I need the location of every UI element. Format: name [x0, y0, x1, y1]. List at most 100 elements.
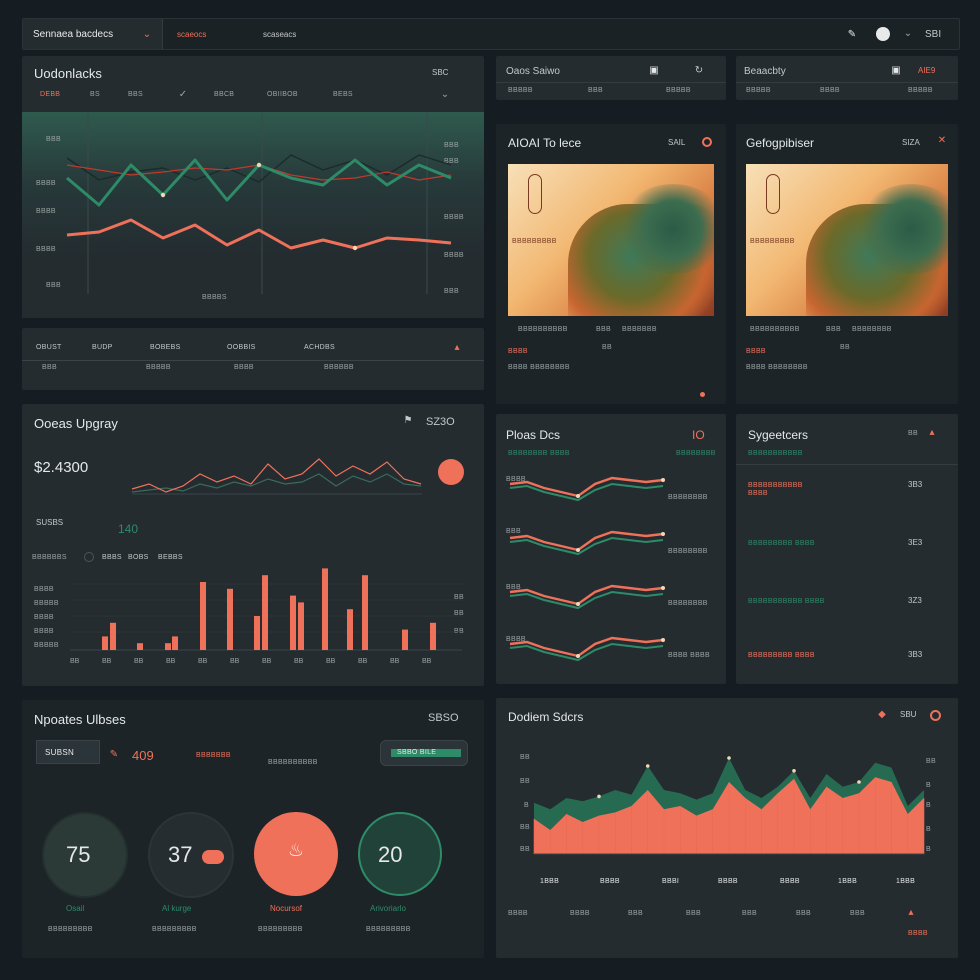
- close-icon[interactable]: ✕: [937, 134, 947, 146]
- tab-item[interactable]: BEBS: [333, 91, 353, 98]
- bar: [227, 588, 233, 650]
- save-icon[interactable]: ▣: [649, 64, 659, 76]
- footer-item: BBBB: [908, 930, 928, 937]
- pen-icon[interactable]: ✎: [847, 28, 857, 40]
- card-col: BBB: [588, 87, 603, 94]
- tab-item[interactable]: OBIIBOB: [267, 91, 298, 98]
- series-line-coral: [66, 218, 452, 250]
- gauge-4[interactable]: 20: [358, 812, 442, 896]
- gauge-label: Nocursof: [270, 904, 303, 913]
- alert-icon[interactable]: ▴: [929, 426, 935, 438]
- filter-item[interactable]: BOBS: [128, 554, 149, 561]
- footer-item: BBBB: [570, 910, 590, 917]
- data-point: [661, 586, 665, 590]
- y-tick: BBB: [46, 282, 61, 289]
- right-tick: BBBB: [444, 214, 464, 221]
- footer-item: BBBB: [508, 910, 528, 917]
- x-tick: BB: [70, 658, 80, 665]
- chevron-down-icon[interactable]: ⌄: [903, 27, 913, 39]
- small-card-1: Oaos Saiwo ▣ ↻ BBBBB BBB BBBBB: [496, 56, 726, 100]
- card-value: SIZA: [902, 138, 920, 147]
- x-tick: BB: [134, 658, 144, 665]
- card-title: Beaacbty: [744, 66, 786, 77]
- sort-icon[interactable]: ▴: [908, 906, 914, 918]
- subtitle: BBBBBBBBBBB: [748, 450, 803, 457]
- tab-item[interactable]: BS: [90, 91, 100, 98]
- x-tick: 1BBB: [540, 878, 560, 885]
- bell-icon[interactable]: ◆: [878, 708, 886, 720]
- status-dot-icon: [702, 137, 712, 147]
- filter-pill[interactable]: SUBSN: [36, 740, 100, 764]
- y-tick: BBBB: [36, 208, 56, 215]
- right-tick: BBB: [444, 142, 459, 149]
- refresh-icon[interactable]: ↻: [694, 64, 704, 76]
- tab-item[interactable]: DEBB: [40, 91, 61, 98]
- big-value: $2.4300: [34, 459, 89, 476]
- flow-line-coral: [509, 584, 664, 606]
- action-button[interactable]: SBBO BILE: [380, 740, 468, 766]
- bar: [322, 568, 328, 650]
- sub-value: 140: [118, 522, 139, 536]
- tab-item[interactable]: BBS: [128, 91, 143, 98]
- bar: [200, 582, 206, 650]
- workspace-dropdown[interactable]: Sennaea bacdecs ⌄: [23, 19, 163, 49]
- record-button[interactable]: [438, 459, 464, 485]
- gauge-2[interactable]: 37: [148, 812, 234, 898]
- filter-radio[interactable]: [84, 552, 94, 562]
- user-label[interactable]: SBI: [925, 29, 942, 40]
- x-tick: BB: [166, 658, 176, 665]
- card-title: AIOAI To lece: [508, 136, 582, 150]
- legend-right: BBBBBBBB: [676, 450, 716, 457]
- filter-item[interactable]: BBBBBBS: [32, 554, 67, 561]
- tab-item[interactable]: BBCB: [214, 91, 235, 98]
- card-title: Oaos Saiwo: [506, 66, 560, 77]
- notification-icon[interactable]: [876, 27, 890, 41]
- save-icon[interactable]: ▣: [891, 64, 901, 76]
- segment-value: 3E3: [908, 538, 923, 547]
- segment-value: 3B3: [908, 480, 923, 489]
- footer-item: BBB: [796, 910, 811, 917]
- panel-value: IO: [692, 428, 705, 442]
- chevron-down-icon[interactable]: ⌄: [440, 88, 450, 100]
- x-tick: BB: [358, 658, 368, 665]
- check-icon: ✓: [178, 88, 188, 100]
- data-point: [857, 780, 861, 784]
- footer-item: BBB: [850, 910, 865, 917]
- artwork-image[interactable]: BBBBBBBBB: [508, 164, 714, 316]
- row-label: BBBB: [506, 476, 526, 483]
- table-header: BUDP: [92, 344, 113, 351]
- chevron-down-icon: ⌄: [142, 28, 152, 40]
- segment-value: 3Z3: [908, 596, 922, 605]
- gauge-3[interactable]: ♨: [254, 812, 338, 896]
- right-tick: BBBB: [444, 252, 464, 259]
- panel-value: SBC: [432, 68, 449, 77]
- ops-panel: Ooeas Upgray ⚑ SZ3O $2.4300 SUSBS 140 BB…: [22, 404, 484, 686]
- bar: [290, 595, 296, 650]
- panel-value: SBSO: [428, 712, 459, 724]
- artwork-image[interactable]: BBBBBBBBB: [746, 164, 948, 316]
- pill-label: SUBSN: [45, 748, 75, 757]
- sort-icon[interactable]: ▴: [454, 341, 460, 353]
- card-row: BB: [840, 344, 850, 351]
- y-tick: BB: [520, 846, 530, 853]
- tab-scaseacs[interactable]: scaseacs: [263, 30, 297, 39]
- image-caption: BBBBBBBBB: [512, 238, 557, 245]
- card-row: BBBB BBBBBBBB: [746, 364, 808, 371]
- right-tick: BB: [926, 758, 936, 765]
- x-tick: BBBBS: [202, 294, 227, 301]
- data-point: [792, 769, 796, 773]
- gauge-value: 37: [168, 842, 193, 867]
- legend-left: BBBBBBBB BBBB: [508, 450, 570, 457]
- y-tick: BBB: [46, 136, 61, 143]
- mid-sub: BBBBBBBBBB: [268, 759, 318, 766]
- filter-item[interactable]: BBBS: [102, 554, 122, 561]
- gauge-1[interactable]: 75: [42, 812, 128, 898]
- card-col: BBBBB: [908, 87, 933, 94]
- card-value: SAIL: [668, 138, 686, 147]
- gauge-sub: BBBBBBBBB: [258, 926, 303, 933]
- tab-scaeocs[interactable]: scaeocs: [177, 30, 207, 39]
- filter-item[interactable]: BEBBS: [158, 554, 183, 561]
- card-col: BBBBB: [666, 87, 691, 94]
- bar: [102, 636, 108, 650]
- bar: [254, 616, 260, 650]
